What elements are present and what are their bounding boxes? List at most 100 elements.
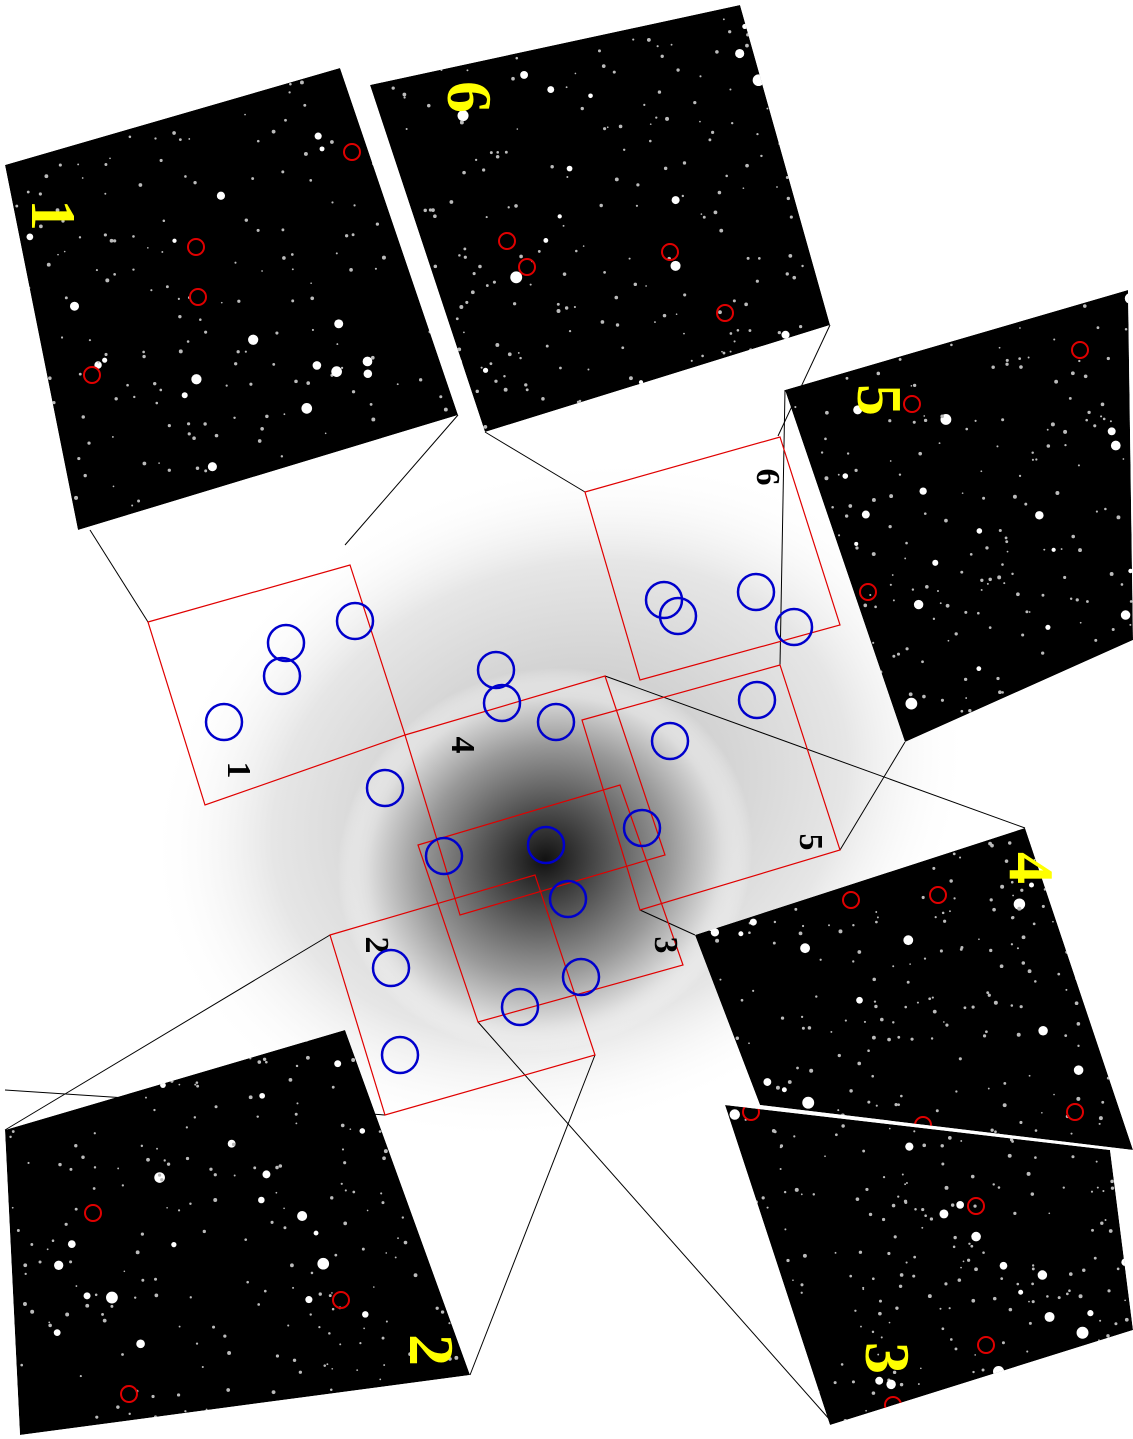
star: [824, 476, 828, 480]
star: [1105, 929, 1109, 933]
star: [95, 70, 97, 72]
star: [932, 867, 935, 870]
star: [944, 519, 948, 523]
star: [906, 308, 909, 311]
star: [287, 1325, 289, 1327]
star: [394, 21, 397, 24]
star: [715, 1123, 718, 1126]
star: [48, 1321, 50, 1323]
star: [930, 1217, 933, 1220]
star: [96, 269, 98, 271]
star: [337, 478, 340, 481]
star: [281, 455, 283, 457]
star: [955, 1412, 957, 1414]
star: [1118, 1165, 1125, 1172]
star: [1120, 893, 1124, 897]
star: [784, 134, 786, 136]
star: [703, 216, 706, 219]
star: [1108, 972, 1111, 975]
star: [897, 330, 905, 338]
star: [508, 206, 510, 208]
star: [821, 451, 823, 453]
star: [753, 74, 765, 86]
star: [1089, 1420, 1095, 1426]
star: [471, 290, 475, 294]
star: [695, 1139, 697, 1141]
star: [808, 1026, 812, 1030]
star: [184, 1410, 186, 1412]
star: [937, 590, 939, 592]
star: [663, 314, 667, 318]
star: [483, 4, 486, 7]
star: [53, 106, 55, 108]
star: [297, 480, 299, 482]
star: [244, 1238, 247, 1241]
star: [48, 1324, 52, 1328]
star: [139, 183, 143, 187]
star: [460, 120, 464, 124]
star: [724, 1110, 727, 1113]
star: [1061, 548, 1063, 550]
star: [726, 1120, 728, 1122]
star: [1013, 495, 1017, 499]
inset-label: 5: [844, 384, 915, 416]
star: [899, 473, 901, 475]
star: [964, 611, 967, 614]
star: [846, 377, 849, 380]
star: [301, 1406, 304, 1409]
star: [841, 1124, 844, 1127]
star: [352, 1191, 355, 1194]
star: [432, 290, 434, 292]
star: [39, 1059, 45, 1065]
star: [227, 1351, 231, 1355]
star: [960, 710, 963, 713]
star: [104, 233, 107, 236]
star: [742, 1173, 744, 1175]
star: [1071, 535, 1075, 539]
star: [914, 1208, 917, 1211]
star: [948, 640, 950, 642]
star: [113, 273, 116, 276]
star: [526, 388, 529, 391]
star: [1019, 365, 1023, 369]
star: [838, 929, 842, 933]
star: [892, 574, 894, 576]
star: [990, 1129, 993, 1132]
star: [246, 1281, 249, 1284]
star: [834, 1381, 837, 1384]
star: [23, 1263, 27, 1267]
star: [1052, 713, 1054, 715]
star: [291, 253, 294, 256]
star: [217, 1416, 221, 1420]
star: [1083, 304, 1087, 308]
star: [443, 1271, 445, 1273]
star: [1032, 1264, 1034, 1266]
star: [867, 1413, 871, 1417]
star: [1107, 1289, 1110, 1292]
star: [1013, 1212, 1016, 1215]
star: [1114, 996, 1117, 999]
star: [188, 432, 191, 435]
star: [316, 1417, 319, 1420]
star: [141, 1279, 144, 1282]
star: [813, 342, 816, 345]
star: [899, 358, 902, 361]
star: [982, 1251, 985, 1254]
star: [305, 1296, 312, 1303]
star: [773, 942, 776, 945]
star: [1063, 576, 1066, 579]
star: [505, 151, 508, 154]
star: [147, 69, 149, 71]
star: [1113, 724, 1123, 734]
star: [793, 14, 797, 18]
star: [794, 406, 796, 408]
star: [1005, 363, 1008, 366]
star: [349, 1128, 351, 1130]
star: [893, 599, 895, 601]
star: [756, 1348, 761, 1353]
star: [612, 405, 616, 409]
star: [835, 1133, 838, 1136]
star: [998, 690, 1002, 694]
star: [1018, 357, 1021, 360]
star: [1125, 956, 1128, 959]
